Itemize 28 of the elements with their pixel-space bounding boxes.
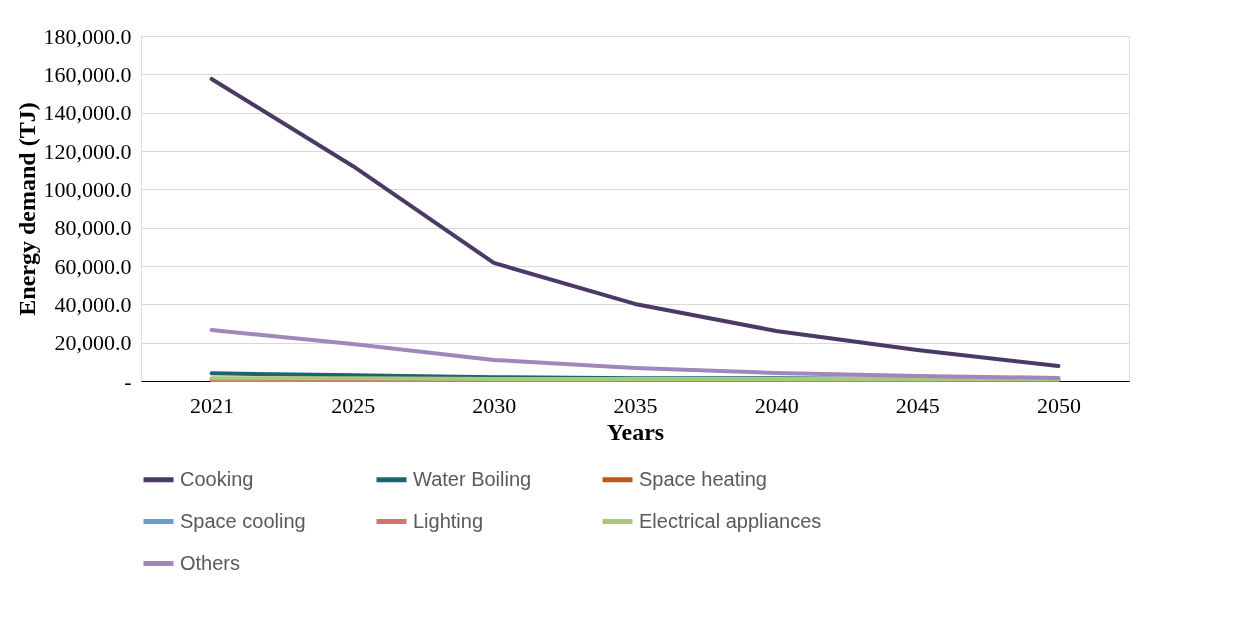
- y-tick-label: 120,000.0: [43, 138, 132, 164]
- y-tick-label: 160,000.0: [43, 61, 132, 87]
- y-tick-label: -: [124, 368, 132, 394]
- y-axis-title: Energy demand (TJ): [13, 102, 40, 316]
- legend-label: Water Boiling: [413, 467, 532, 490]
- x-tick-label: 2025: [331, 392, 376, 418]
- x-tick-label: 2030: [472, 392, 517, 418]
- x-axis-title: Years: [606, 418, 665, 445]
- x-tick-label: 2050: [1036, 392, 1081, 418]
- y-tick-label: 80,000.0: [54, 215, 132, 241]
- y-tick-label: 20,000.0: [54, 330, 132, 356]
- y-tick-label: 60,000.0: [54, 253, 132, 279]
- line-series: [209, 328, 1061, 380]
- x-tick-label: 2035: [613, 392, 658, 418]
- x-tick-label: 2021: [190, 392, 235, 418]
- y-tick-label: 40,000.0: [54, 291, 132, 317]
- legend-label: Electrical appliances: [639, 509, 822, 532]
- x-tick-label: 2040: [754, 392, 799, 418]
- y-tick-label: 180,000.0: [43, 23, 132, 49]
- y-tick-label: 100,000.0: [43, 176, 132, 202]
- line-series: [209, 76, 1061, 369]
- x-tick-label: 2045: [895, 392, 940, 418]
- legend-label: Lighting: [413, 509, 484, 532]
- legend-label: Space heating: [639, 467, 767, 490]
- legend-label: Others: [180, 551, 241, 574]
- legend-label: Cooking: [180, 467, 254, 490]
- legend-label: Space cooling: [180, 509, 306, 532]
- y-tick-label: 140,000.0: [43, 100, 132, 126]
